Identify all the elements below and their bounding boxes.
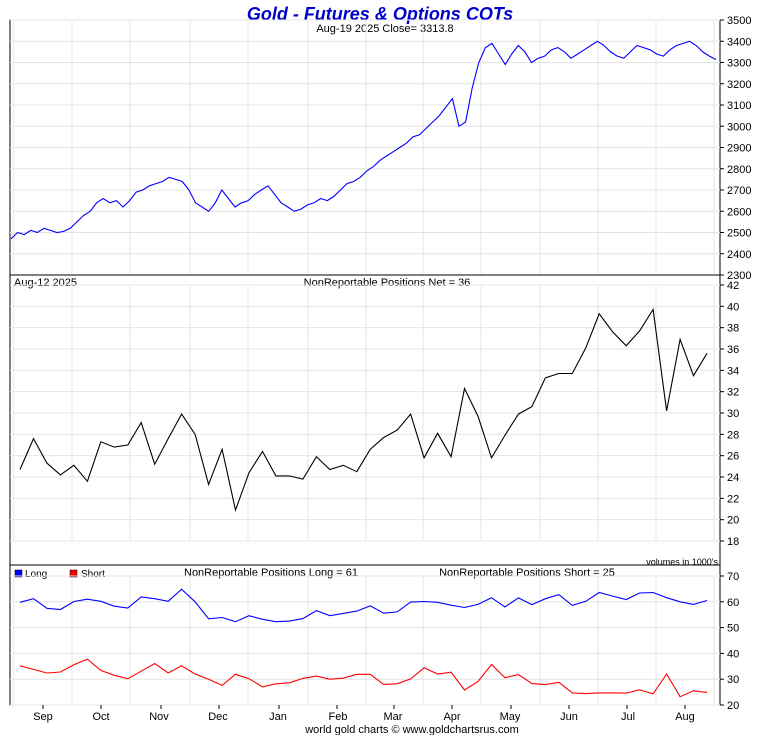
y-tick-label: 3500 xyxy=(727,15,751,27)
x-axis: Sep Oct Nov Dec Jan Feb Mar Apr May Jun Jul Aug xyxy=(33,705,695,723)
y-tick-label: 22 xyxy=(727,493,739,505)
y-tick-label: 3200 xyxy=(727,79,751,91)
x-tick-label-may: May xyxy=(500,711,521,723)
y-tick-label: 32 xyxy=(727,387,739,399)
net-panel: Aug-12 2025 NonReportable Positions Net … xyxy=(9,274,739,567)
x-tick-label-dec: Dec xyxy=(208,711,228,723)
y-tick-label: 3400 xyxy=(727,36,751,48)
series-line-series-0 xyxy=(19,307,708,513)
y-tick-label: 2600 xyxy=(727,206,751,218)
short-panel-title: NonReportable Positions Short = 25 xyxy=(439,567,615,579)
x-tick-label-sep: Sep xyxy=(33,711,53,723)
y-tick-label: 36 xyxy=(727,344,739,356)
y-tick-label: 24 xyxy=(727,472,739,484)
y-tick-label: 40 xyxy=(727,648,739,660)
y-tick-label: 3100 xyxy=(727,100,751,112)
legend-long-swatch xyxy=(14,569,23,578)
net-panel-title: NonReportable Positions Net = 36 xyxy=(304,277,471,289)
x-tick-label-mar: Mar xyxy=(384,711,403,723)
y-tick-label: 60 xyxy=(727,597,739,609)
y-tick-label: 3000 xyxy=(727,121,751,133)
price-grid xyxy=(10,19,720,276)
long-panel-title: NonReportable Positions Long = 61 xyxy=(184,567,358,579)
net-y-ticks: 18 20 22 24 26 28 30 32 34 36 38 40 42 xyxy=(720,280,739,548)
x-tick-label-feb: Feb xyxy=(329,711,348,723)
y-tick-label: 2900 xyxy=(727,143,751,155)
y-tick-label: 20 xyxy=(727,700,739,712)
x-tick-label-apr: Apr xyxy=(443,711,460,723)
net-series xyxy=(19,307,708,513)
y-tick-label: 18 xyxy=(727,536,739,548)
long-short-grid xyxy=(10,575,720,706)
chart-title: Gold - Futures & Options COTs xyxy=(247,4,513,24)
x-tick-label-oct: Oct xyxy=(92,711,109,723)
y-tick-label: 38 xyxy=(727,323,739,335)
legend-short-label: Short xyxy=(81,569,105,580)
price-info-label: Aug-19 2025 Close= 3313.8 xyxy=(316,23,453,35)
y-tick-label: 2700 xyxy=(727,185,751,197)
x-tick-label-jul: Jul xyxy=(621,711,635,723)
y-tick-label: 70 xyxy=(727,571,739,583)
y-tick-label: 30 xyxy=(727,408,739,420)
x-tick-label-jun: Jun xyxy=(560,711,578,723)
x-tick-label-aug: Aug xyxy=(675,711,695,723)
y-tick-label: 40 xyxy=(727,301,739,313)
net-panel-frame xyxy=(9,274,721,566)
price-series xyxy=(10,40,717,240)
series-line-short xyxy=(19,658,708,698)
net-grid xyxy=(10,284,720,542)
y-tick-label: 34 xyxy=(727,365,739,377)
series-line-series-0 xyxy=(10,40,717,240)
y-tick-label: 20 xyxy=(727,515,739,527)
long-short-panel: Long Short NonReportable Positions Long … xyxy=(9,564,739,712)
price-panel: Aug-19 2025 Close= 3313.8 2300 2400 2500 26… xyxy=(9,15,751,282)
y-tick-label: 2500 xyxy=(727,228,751,240)
y-tick-label: 30 xyxy=(727,674,739,686)
y-tick-label: 42 xyxy=(727,280,739,292)
y-tick-label: 2400 xyxy=(727,249,751,261)
net-date-label: Aug-12 2025 xyxy=(14,277,77,289)
y-tick-label: 3300 xyxy=(727,58,751,70)
legend-short-swatch xyxy=(69,569,78,578)
long-short-panel-frame xyxy=(9,564,721,706)
footer-credit: world gold charts © www.goldchartsrus.co… xyxy=(304,724,519,735)
y-tick-label: 50 xyxy=(727,623,739,635)
long-short-series xyxy=(19,588,708,698)
long-short-y-ticks: 20 30 40 50 60 70 xyxy=(720,571,739,712)
x-tick-label-nov: Nov xyxy=(149,711,169,723)
price-y-ticks: 2300 2400 2500 2600 2700 2800 2900 3000 3100 3200… xyxy=(720,15,751,282)
legend-long-label: Long xyxy=(25,569,47,580)
y-tick-label: 26 xyxy=(727,451,739,463)
y-tick-label: 2300 xyxy=(727,270,751,282)
y-tick-label: 2800 xyxy=(727,164,751,176)
series-line-long xyxy=(19,588,708,623)
y-tick-label: 28 xyxy=(727,429,739,441)
x-tick-label-jan: Jan xyxy=(269,711,287,723)
volume-note: volumes in 1000's xyxy=(646,557,718,567)
